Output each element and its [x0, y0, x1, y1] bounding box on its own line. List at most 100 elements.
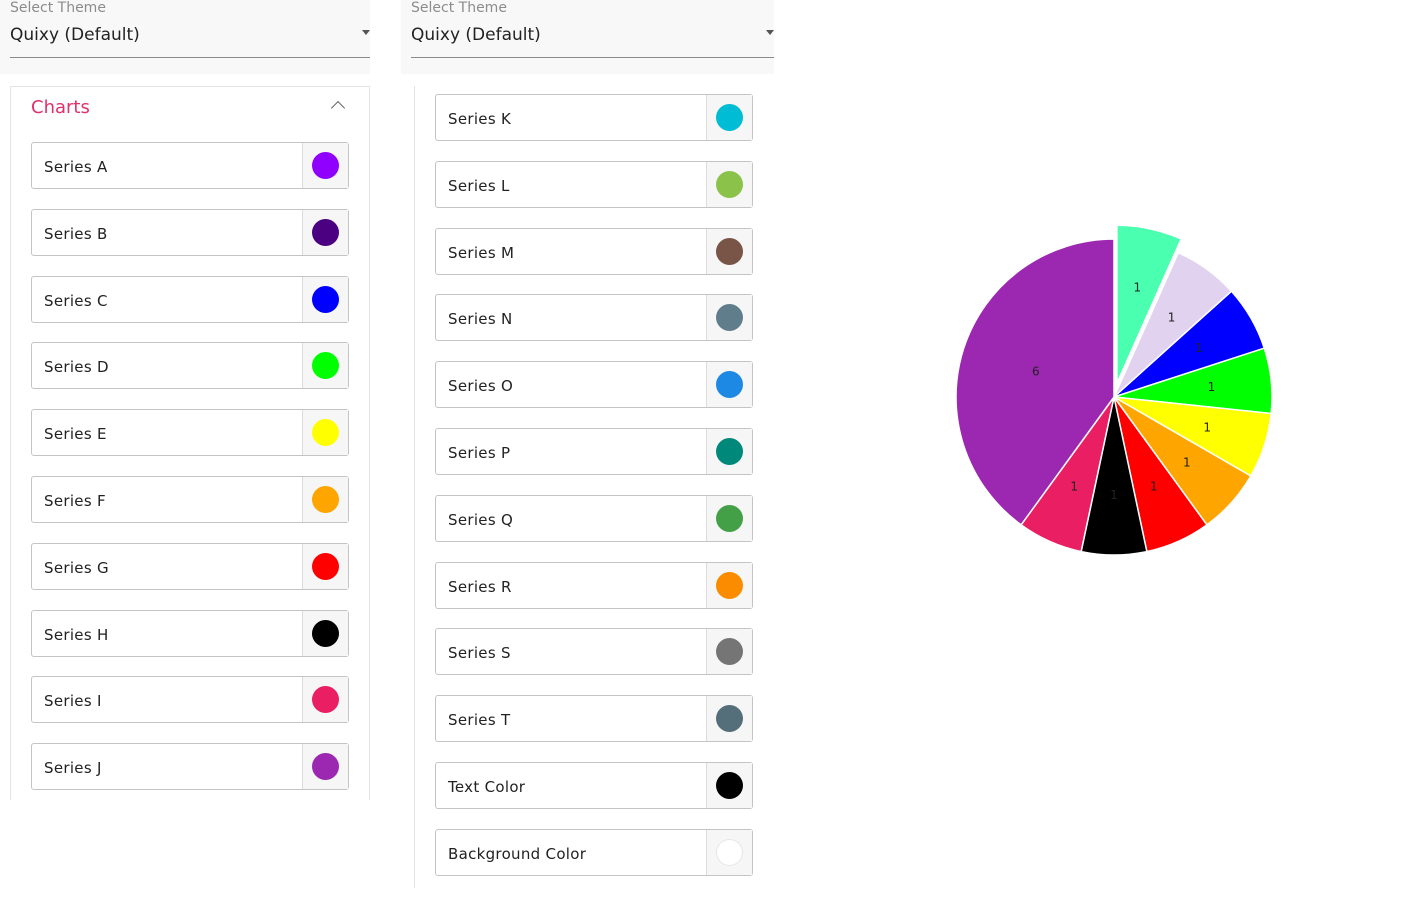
color-setting-row[interactable]: Series H: [31, 609, 349, 657]
color-setting-row[interactable]: Series M: [435, 227, 753, 275]
color-swatch[interactable]: [312, 753, 339, 781]
color-picker-button[interactable]: [706, 562, 752, 608]
left-theme-panel: Select Theme Quixy (Default) Charts Seri…: [0, 0, 370, 915]
color-picker-button[interactable]: [302, 276, 348, 322]
color-swatch[interactable]: [716, 638, 743, 666]
color-swatch[interactable]: [716, 170, 743, 198]
color-picker-button[interactable]: [302, 610, 348, 656]
select-underline: [411, 57, 774, 58]
color-picker-button[interactable]: [706, 495, 752, 541]
color-setting-row[interactable]: Series S: [435, 628, 753, 676]
color-setting-row[interactable]: Series A: [31, 142, 349, 189]
theme-select-value[interactable]: Quixy (Default): [10, 25, 140, 45]
color-picker-button[interactable]: [302, 744, 348, 790]
pie-slice-label: 6: [1032, 365, 1040, 379]
color-setting-label: Series K: [448, 110, 512, 128]
color-swatch[interactable]: [716, 571, 743, 599]
pie-slice-label: 1: [1203, 420, 1211, 434]
color-swatch[interactable]: [312, 686, 339, 714]
color-setting-row[interactable]: Series N: [435, 294, 753, 342]
color-swatch[interactable]: [716, 838, 743, 866]
dropdown-caret-icon[interactable]: [766, 30, 774, 35]
color-setting-label: Series D: [44, 358, 109, 377]
color-swatch[interactable]: [312, 419, 339, 447]
color-swatch[interactable]: [312, 552, 339, 580]
color-swatch[interactable]: [716, 304, 743, 332]
color-picker-button[interactable]: [706, 161, 752, 207]
color-setting-row[interactable]: Series L: [435, 160, 753, 208]
pie-slice[interactable]: [1116, 224, 1183, 384]
color-picker-button[interactable]: [302, 410, 348, 456]
color-picker-button[interactable]: [302, 477, 348, 522]
theme-select-right[interactable]: Select Theme Quixy (Default): [401, 0, 774, 74]
color-setting-row[interactable]: Series T: [435, 695, 753, 743]
color-picker-button[interactable]: [706, 295, 752, 341]
color-setting-row[interactable]: Series I: [31, 676, 349, 724]
theme-select-label: Select Theme: [10, 0, 106, 16]
color-swatch[interactable]: [716, 104, 743, 131]
color-setting-row[interactable]: Series J: [31, 743, 349, 791]
color-swatch[interactable]: [716, 371, 743, 399]
color-picker-button[interactable]: [302, 143, 348, 188]
color-setting-label: Series O: [448, 377, 514, 396]
color-picker-button[interactable]: [706, 629, 752, 675]
color-picker-button[interactable]: [706, 429, 752, 474]
color-setting-label: Series M: [448, 243, 515, 262]
color-setting-label: Background Color: [448, 844, 587, 863]
color-setting-row[interactable]: Series K: [435, 94, 753, 141]
charts-section: Charts Series A Series B Series C Series D S…: [10, 86, 370, 800]
series-list-right: Series K Series L Series M Series N Series O…: [414, 86, 774, 888]
theme-select-value[interactable]: Quixy (Default): [411, 25, 541, 45]
color-setting-row[interactable]: Series P: [435, 428, 753, 475]
color-setting-row[interactable]: Text Color: [435, 762, 753, 809]
color-setting-row[interactable]: Series D: [31, 342, 349, 390]
color-setting-row[interactable]: Series B: [31, 208, 349, 256]
dropdown-caret-icon[interactable]: [362, 30, 370, 35]
color-swatch[interactable]: [716, 772, 743, 799]
theme-select-label: Select Theme: [411, 0, 507, 16]
color-swatch[interactable]: [312, 152, 339, 179]
color-picker-button[interactable]: [302, 343, 348, 389]
color-swatch[interactable]: [716, 504, 743, 532]
color-setting-label: Series H: [44, 625, 109, 644]
color-picker-button[interactable]: [302, 677, 348, 723]
color-picker-button[interactable]: [706, 696, 752, 742]
color-picker-button[interactable]: [706, 228, 752, 274]
color-swatch[interactable]: [312, 619, 339, 647]
color-setting-label: Series T: [448, 711, 511, 730]
color-picker-button[interactable]: [706, 362, 752, 408]
color-picker-button[interactable]: [706, 95, 752, 140]
color-setting-row[interactable]: Series Q: [435, 494, 753, 542]
color-swatch[interactable]: [716, 438, 743, 465]
pie-slice[interactable]: [955, 238, 1115, 526]
color-swatch[interactable]: [716, 237, 743, 265]
color-picker-button[interactable]: [302, 543, 348, 589]
color-setting-row[interactable]: Series E: [31, 409, 349, 457]
select-underline: [10, 57, 370, 58]
pie-slice-label: 1: [1183, 456, 1191, 470]
color-setting-row[interactable]: Series R: [435, 561, 753, 609]
color-picker-button[interactable]: [706, 829, 752, 875]
theme-select-left[interactable]: Select Theme Quixy (Default): [0, 0, 370, 74]
color-swatch[interactable]: [716, 705, 743, 733]
color-picker-button[interactable]: [706, 763, 752, 808]
color-swatch[interactable]: [312, 486, 339, 513]
color-setting-label: Series I: [44, 692, 102, 711]
color-setting-row[interactable]: Series C: [31, 275, 349, 323]
color-setting-label: Series E: [44, 425, 107, 444]
charts-section-title[interactable]: Charts: [31, 97, 90, 118]
color-swatch[interactable]: [312, 352, 339, 380]
color-swatch[interactable]: [312, 218, 339, 246]
color-setting-label: Series Q: [448, 510, 514, 529]
chevron-up-icon[interactable]: [330, 100, 346, 116]
color-swatch[interactable]: [312, 285, 339, 313]
color-setting-label: Series F: [44, 492, 106, 510]
color-setting-row[interactable]: Series G: [31, 542, 349, 590]
color-picker-button[interactable]: [302, 209, 348, 255]
color-setting-label: Series L: [448, 176, 510, 195]
color-setting-row[interactable]: Series O: [435, 361, 753, 409]
color-setting-row[interactable]: Background Color: [435, 828, 753, 876]
color-setting-label: Text Color: [448, 778, 526, 796]
pie-slice-label: 1: [1195, 341, 1203, 355]
color-setting-row[interactable]: Series F: [31, 476, 349, 523]
